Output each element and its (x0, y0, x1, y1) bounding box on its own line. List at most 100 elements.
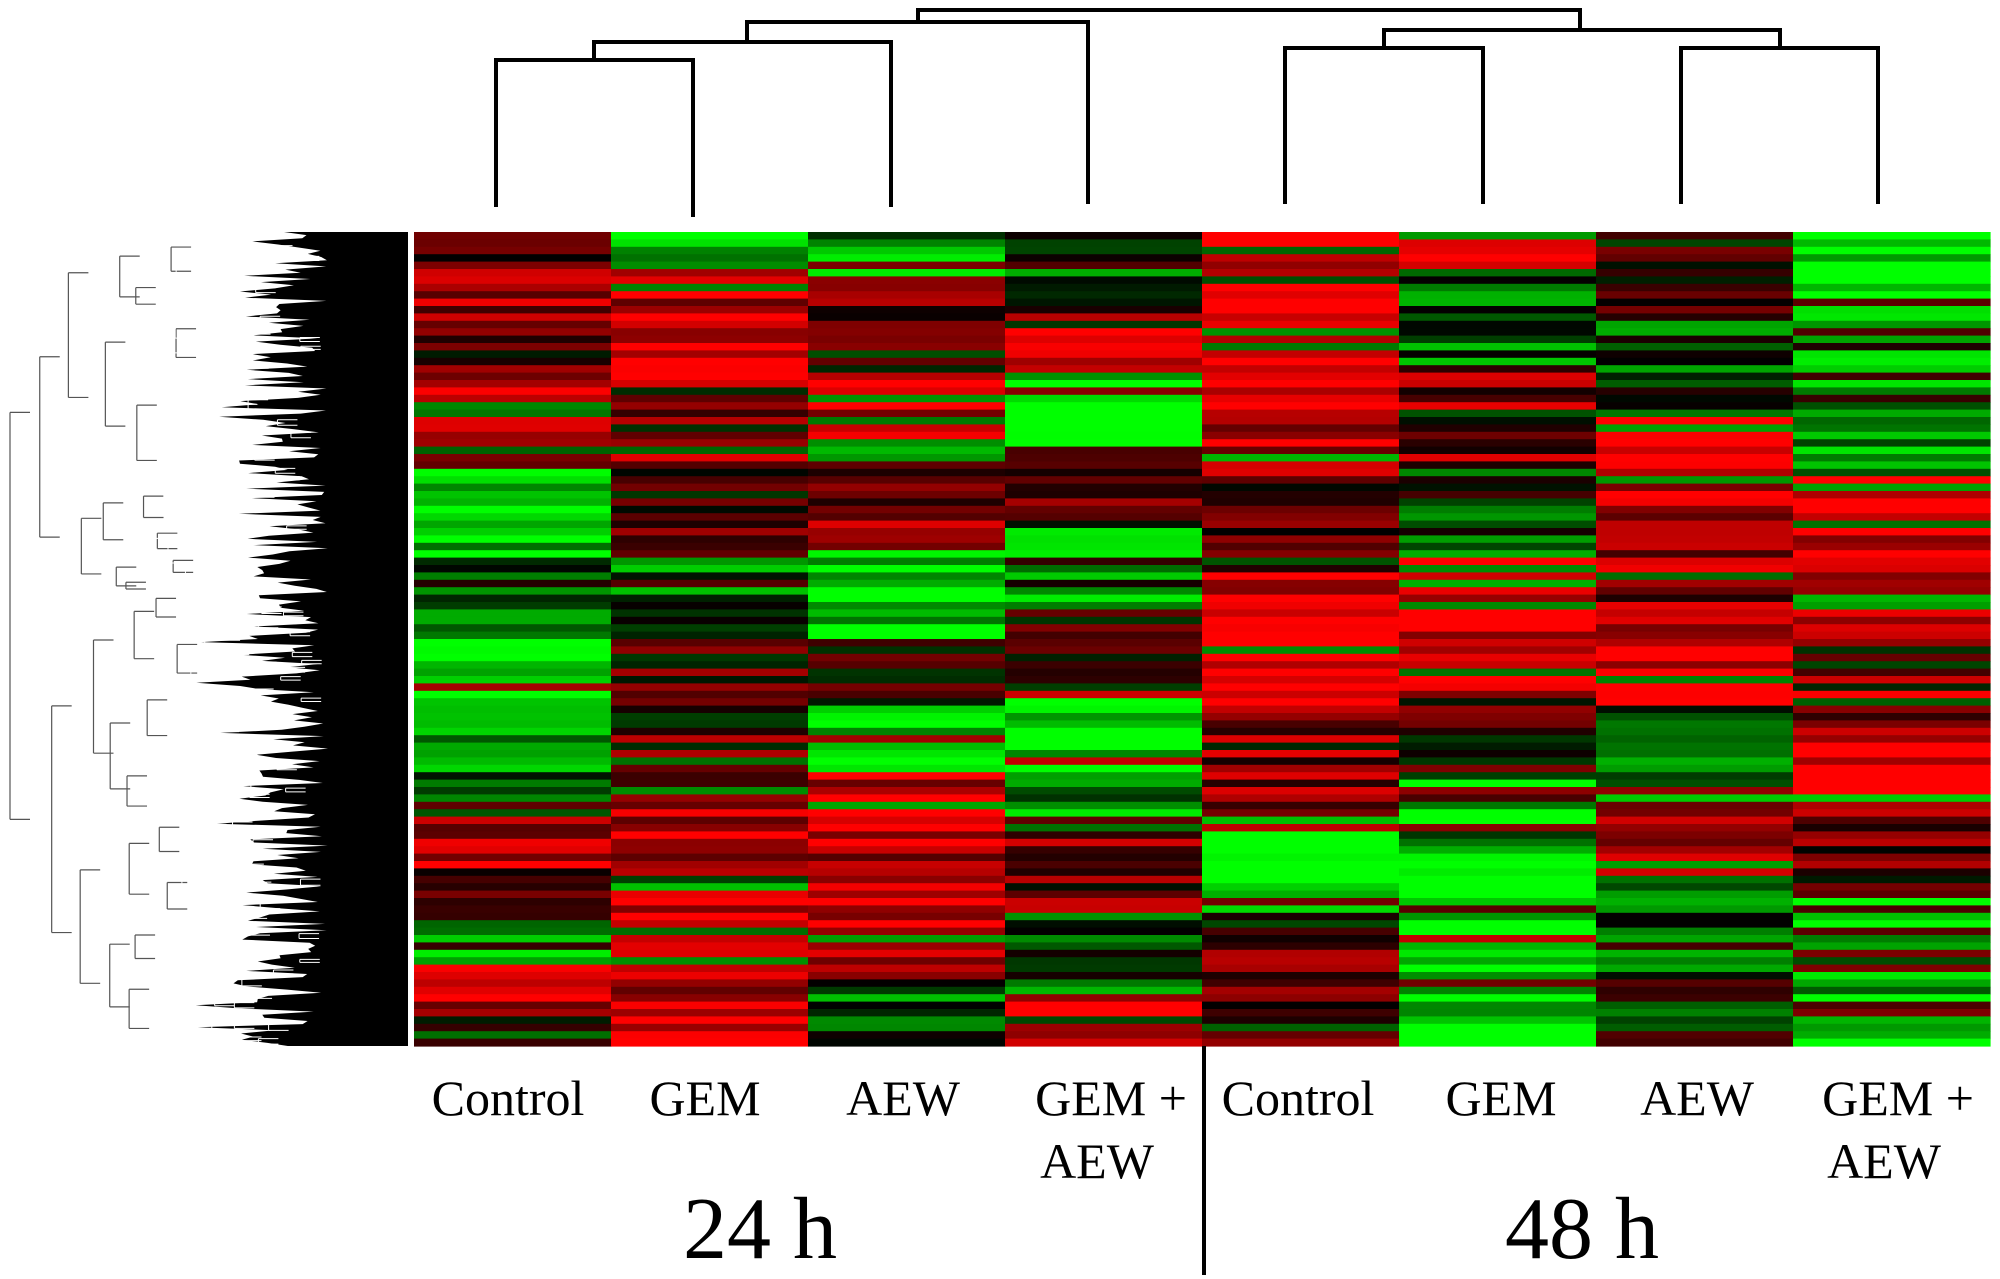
heatmap-cell (611, 528, 809, 536)
heatmap-cell (1793, 513, 1991, 522)
heatmap-cell (611, 764, 809, 773)
heatmap-cell (1793, 764, 1991, 773)
heatmap-cell (1596, 565, 1794, 573)
heatmap-cell (611, 779, 809, 788)
heatmap-cell (414, 750, 612, 758)
heatmap-cell (808, 609, 1006, 618)
heatmap-cell (1202, 1009, 1400, 1017)
row-dendrogram-branch (205, 823, 227, 833)
heatmap-cell (1005, 868, 1203, 877)
row-dendrogram-branch (183, 297, 205, 304)
heatmap-cell (611, 439, 809, 448)
heatmap-cell (1005, 668, 1203, 677)
heatmap-cell (1202, 809, 1400, 818)
heatmap-cell (414, 949, 612, 958)
heatmap-cell (1399, 254, 1597, 263)
heatmap-cell (414, 424, 612, 433)
heatmap-cell (1005, 357, 1203, 366)
heatmap-cell (414, 979, 612, 988)
heatmap-cell (1005, 646, 1203, 655)
heatmap-cell (808, 557, 1006, 566)
heatmap-cell (1399, 505, 1597, 514)
heatmap-cell (414, 283, 612, 292)
group-label-48h: 48 h (1505, 1181, 1659, 1278)
heatmap-cell (1005, 964, 1203, 973)
heatmap-cell (611, 402, 809, 411)
row-dendrogram-branch (248, 363, 269, 369)
heatmap-cell (1793, 1038, 1991, 1047)
row-dendrogram-branch (216, 543, 238, 549)
heatmap-cell (1202, 624, 1400, 633)
heatmap-cell (1596, 394, 1794, 403)
heatmap-cell (611, 520, 809, 529)
heatmap-cell (1005, 986, 1203, 995)
heatmap-cell (414, 335, 612, 344)
heatmap-cell (1399, 535, 1597, 544)
heatmap-cell (808, 957, 1006, 966)
heatmap-cell (611, 861, 809, 869)
heatmap-cell (414, 246, 612, 255)
heatmap-cell (414, 676, 612, 684)
heatmap-cell (611, 994, 809, 1003)
heatmap-cell (1596, 646, 1794, 655)
heatmap-cell (1005, 609, 1203, 618)
row-dendrogram-branch (225, 795, 246, 803)
heatmap-cell (611, 468, 809, 477)
heatmap-cell (1005, 957, 1203, 966)
heatmap-cell (808, 283, 1006, 292)
heatmap-cell (1793, 587, 1991, 596)
row-dendrogram-branch (244, 705, 265, 712)
row-dendrogram-branch (249, 941, 271, 947)
heatmap-cell (1596, 261, 1794, 270)
heatmap-cell (1793, 291, 1991, 300)
heatmap-cell (808, 1023, 1006, 1032)
heatmap-cell (414, 439, 612, 448)
heatmap-cell (1005, 528, 1203, 536)
row-dendrogram-branch (253, 813, 274, 818)
row-dendrogram-branch (237, 265, 259, 273)
heatmap-cell (414, 269, 612, 277)
dendrogram-link-48h-aew-combo (1679, 46, 1880, 204)
heatmap-cell (1596, 587, 1794, 596)
heatmap-cell (1202, 801, 1400, 810)
heatmap-cell (1793, 579, 1991, 588)
heatmap-cell (1202, 513, 1400, 522)
heatmap-cell (808, 831, 1006, 840)
row-dendrogram-branch (184, 569, 206, 578)
heatmap-cell (1399, 602, 1597, 610)
heatmap-cell (1202, 372, 1400, 381)
heatmap-cell (1793, 824, 1991, 832)
heatmap-cell (1399, 468, 1597, 477)
heatmap-cell (611, 972, 809, 980)
heatmap-cell (808, 505, 1006, 514)
heatmap-cell (1202, 816, 1400, 825)
heatmap-cell (1005, 624, 1203, 633)
heatmap-cell (414, 387, 612, 396)
heatmap-cell (1596, 868, 1794, 877)
heatmap-cell (1202, 831, 1400, 840)
heatmap-cell (1793, 350, 1991, 359)
heatmap-cell (1005, 587, 1203, 596)
heatmap-cell (611, 283, 809, 292)
heatmap-cell (1202, 824, 1400, 832)
heatmap-cell (1399, 838, 1597, 847)
heatmap-cell (808, 824, 1006, 832)
heatmap-cell (1793, 868, 1991, 877)
row-dendrogram (9, 232, 408, 1046)
row-dendrogram-branch (254, 450, 275, 461)
heatmap-cell (611, 269, 809, 277)
row-dendrogram-branch (276, 419, 298, 426)
row-dendrogram-branch (243, 858, 264, 865)
heatmap-cell (1793, 476, 1991, 485)
heatmap-cell (808, 372, 1006, 381)
heatmap-cell (1399, 550, 1597, 559)
heatmap-cell (414, 690, 612, 699)
heatmap-cell (1596, 883, 1794, 892)
heatmap-cell (1596, 750, 1794, 758)
row-dendrogram-branch (166, 978, 187, 1001)
heatmap-cell (1793, 809, 1991, 818)
heatmap-cell (1202, 409, 1400, 418)
heatmap-cell (414, 972, 612, 980)
heatmap-cell (1005, 431, 1203, 440)
heatmap-cell (1793, 713, 1991, 721)
